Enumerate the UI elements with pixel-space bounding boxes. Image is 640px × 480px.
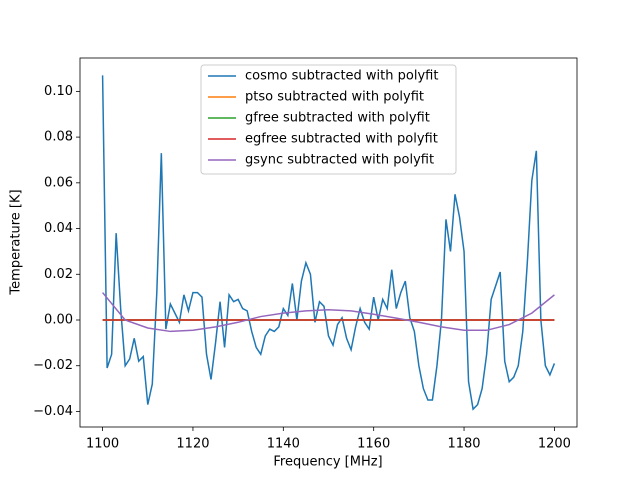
plot-frame [79, 57, 578, 428]
x-tick-label: 1120 [176, 437, 209, 452]
y-tick-label: 0.02 [44, 267, 73, 282]
y-tick-label: −0.02 [33, 358, 73, 373]
series-line [102, 292, 555, 333]
y-tick-label: 0.04 [44, 221, 73, 236]
x-tick-label: 1140 [267, 437, 300, 452]
y-tick-label: −0.04 [33, 404, 73, 419]
legend-label: egfree subtracted with polyfit [245, 132, 438, 147]
x-tick-label: 1180 [447, 437, 480, 452]
y-axis-label: Temperature [K] [9, 189, 24, 295]
x-axis-label: Frequency [MHz] [273, 455, 382, 470]
y-tick-label: 0.00 [44, 313, 73, 328]
y-tick-label: 0.06 [44, 175, 73, 190]
x-tick-label: 1100 [86, 437, 119, 452]
legend-label: ptso subtracted with polyfit [245, 90, 424, 105]
legend-label: gfree subtracted with polyfit [245, 111, 430, 126]
legend-box [200, 64, 457, 175]
series-line [101, 75, 556, 411]
x-tick-label: 1200 [538, 437, 571, 452]
y-tick-label: 0.10 [44, 84, 73, 99]
y-tick-label: 0.08 [44, 130, 73, 145]
x-tick-label: 1160 [357, 437, 390, 452]
legend-label: cosmo subtracted with polyfit [245, 69, 438, 84]
legend-label: gsync subtracted with polyfit [245, 153, 434, 168]
